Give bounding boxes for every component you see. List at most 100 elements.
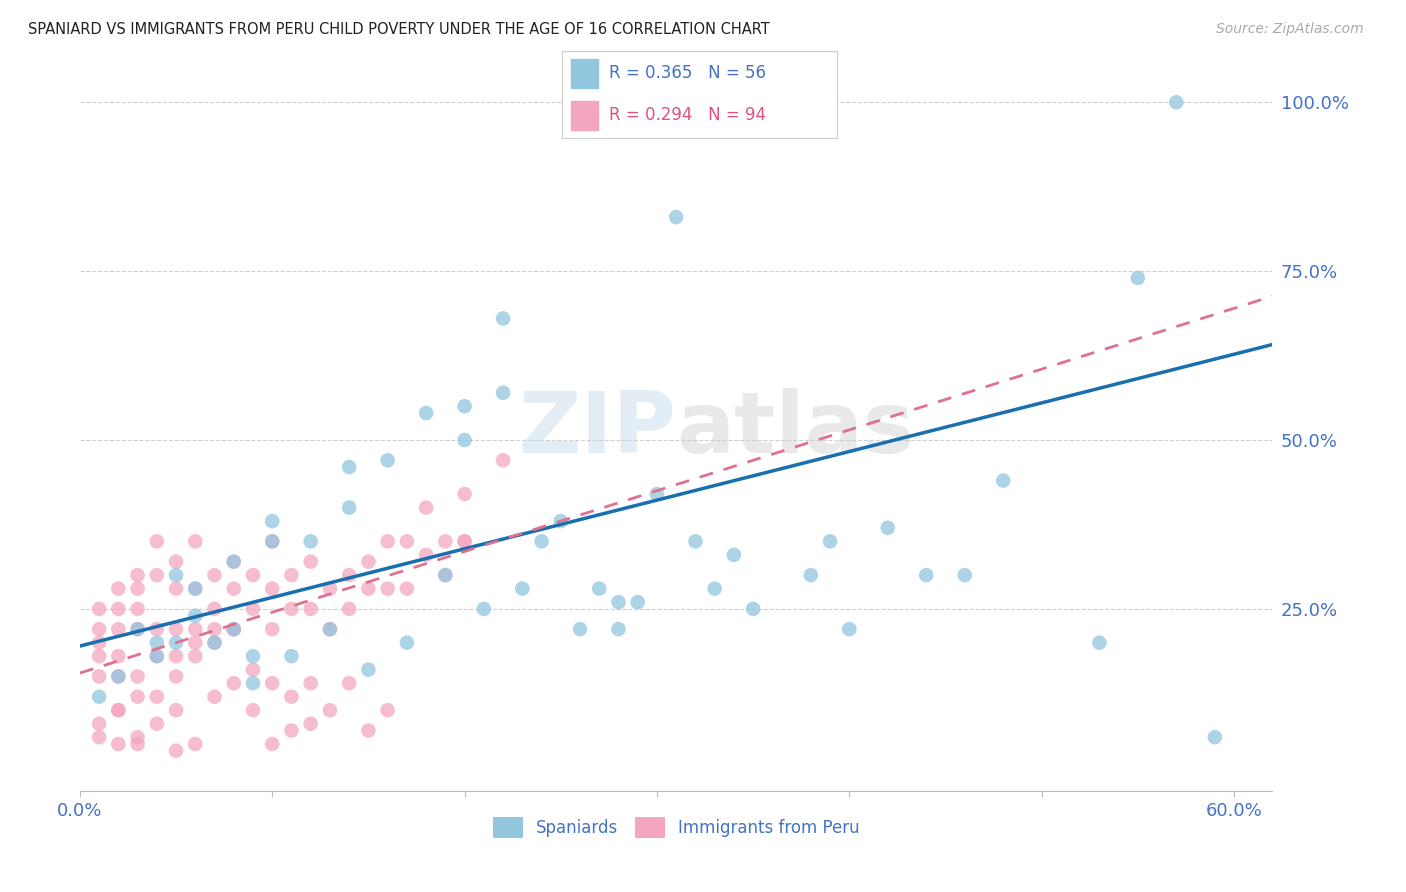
Point	[127, 622, 149, 636]
Point	[165, 568, 187, 582]
Point	[184, 582, 207, 596]
Point	[165, 635, 187, 649]
Point	[953, 568, 976, 582]
Point	[107, 669, 129, 683]
Point	[280, 649, 302, 664]
Point	[492, 385, 515, 400]
Point	[453, 487, 475, 501]
Point	[127, 730, 149, 744]
Point	[87, 649, 110, 664]
Point	[87, 716, 110, 731]
Text: SPANIARD VS IMMIGRANTS FROM PERU CHILD POVERTY UNDER THE AGE OF 16 CORRELATION C: SPANIARD VS IMMIGRANTS FROM PERU CHILD P…	[28, 22, 770, 37]
Point	[204, 635, 226, 649]
Point	[415, 548, 437, 562]
Point	[915, 568, 938, 582]
Point	[665, 210, 688, 224]
Point	[337, 500, 360, 515]
Point	[1166, 95, 1188, 110]
Point	[299, 555, 322, 569]
Point	[242, 568, 264, 582]
Point	[492, 311, 515, 326]
Point	[1126, 271, 1149, 285]
Point	[377, 453, 399, 467]
Point	[146, 622, 169, 636]
Point	[299, 602, 322, 616]
Point	[107, 703, 129, 717]
Text: R = 0.294   N = 94: R = 0.294 N = 94	[609, 105, 766, 124]
Point	[107, 737, 129, 751]
Point	[434, 568, 457, 582]
Point	[876, 521, 898, 535]
Point	[319, 582, 342, 596]
Point	[818, 534, 841, 549]
Point	[204, 602, 226, 616]
Point	[107, 622, 129, 636]
Text: ZIP: ZIP	[519, 388, 676, 471]
Point	[222, 555, 245, 569]
Point	[262, 676, 284, 690]
Text: R = 0.365   N = 56: R = 0.365 N = 56	[609, 64, 766, 82]
Bar	[571, 101, 598, 129]
Point	[242, 602, 264, 616]
Point	[222, 622, 245, 636]
Point	[337, 460, 360, 475]
Point	[222, 622, 245, 636]
Point	[377, 534, 399, 549]
Point	[703, 582, 725, 596]
Text: Source: ZipAtlas.com: Source: ZipAtlas.com	[1216, 22, 1364, 37]
Point	[107, 669, 129, 683]
Point	[146, 534, 169, 549]
Point	[530, 534, 553, 549]
Point	[262, 534, 284, 549]
Point	[280, 723, 302, 738]
Point	[627, 595, 650, 609]
Point	[395, 534, 418, 549]
Point	[280, 602, 302, 616]
Point	[337, 568, 360, 582]
Point	[377, 703, 399, 717]
Point	[146, 635, 169, 649]
Point	[838, 622, 860, 636]
Point	[146, 649, 169, 664]
Point	[87, 602, 110, 616]
Point	[262, 622, 284, 636]
Bar	[571, 59, 598, 87]
Point	[165, 555, 187, 569]
Point	[107, 582, 129, 596]
Point	[242, 703, 264, 717]
Point	[87, 635, 110, 649]
Point	[222, 622, 245, 636]
Point	[1088, 635, 1111, 649]
Point	[453, 534, 475, 549]
Point	[588, 582, 610, 596]
Point	[299, 676, 322, 690]
Point	[127, 622, 149, 636]
Point	[319, 703, 342, 717]
Point	[742, 602, 765, 616]
Point	[337, 602, 360, 616]
Point	[204, 622, 226, 636]
Point	[395, 635, 418, 649]
Point	[510, 582, 533, 596]
Point	[165, 744, 187, 758]
Point	[184, 737, 207, 751]
Point	[107, 649, 129, 664]
Point	[262, 737, 284, 751]
Point	[357, 555, 380, 569]
Point	[127, 602, 149, 616]
Point	[222, 555, 245, 569]
Point	[550, 514, 572, 528]
Point	[395, 582, 418, 596]
Point	[165, 622, 187, 636]
Point	[146, 690, 169, 704]
Point	[453, 534, 475, 549]
Point	[453, 399, 475, 413]
Point	[242, 663, 264, 677]
Point	[492, 453, 515, 467]
Point	[184, 649, 207, 664]
Point	[184, 534, 207, 549]
Point	[146, 568, 169, 582]
Point	[184, 635, 207, 649]
Point	[184, 622, 207, 636]
Point	[723, 548, 745, 562]
